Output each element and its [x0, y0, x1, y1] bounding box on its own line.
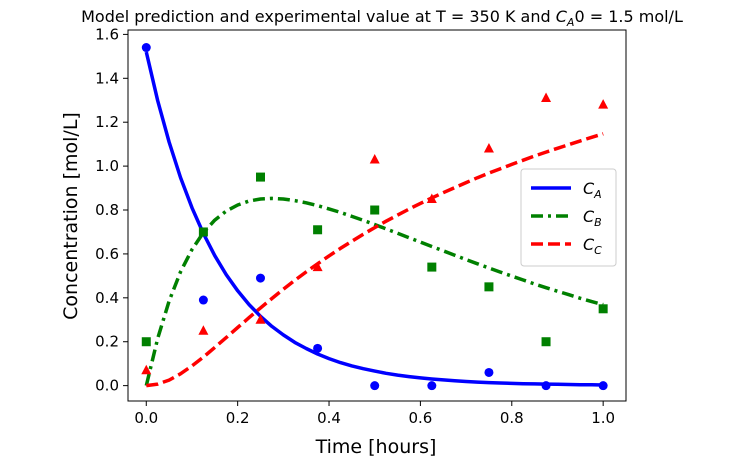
y-tick-label: 1.0: [95, 157, 119, 175]
data-point-cc: [426, 193, 437, 204]
y-tick-label: 0.0: [95, 377, 119, 395]
title-sub: A: [566, 16, 575, 29]
data-point-cb: [255, 172, 265, 182]
data-point-cb: [484, 282, 494, 292]
model-line-cc: [146, 132, 604, 388]
y-tick-label: 0.6: [95, 245, 119, 263]
data-point-cb: [427, 262, 437, 272]
y-axis-ticks: 0.0 0.2 0.4 0.6 0.8 1.0 1.2 1.4 1.6: [95, 25, 128, 395]
data-point-cc: [255, 314, 266, 324]
model-lines: [144, 51, 604, 388]
x-tick-label: 0.6: [408, 409, 432, 427]
legend: CA CB CC: [520, 168, 617, 267]
data-point-cb: [370, 205, 380, 215]
y-tick-label: 1.6: [95, 25, 119, 43]
data-point-cb: [141, 337, 151, 347]
y-tick-label: 1.4: [95, 69, 119, 87]
data-point-cc: [369, 154, 380, 164]
y-tick-label: 0.8: [95, 201, 119, 219]
data-point-ca: [427, 381, 437, 391]
data-point-cc: [483, 143, 494, 153]
data-point-cb: [541, 337, 551, 347]
data-point-ca: [484, 367, 494, 377]
data-point-cc: [141, 364, 152, 375]
data-point-cc: [541, 92, 552, 103]
data-point-cb: [313, 225, 323, 235]
data-point-cc: [598, 99, 609, 109]
data-point-ca: [313, 343, 323, 353]
data-point-ca: [541, 381, 551, 391]
x-tick-label: 1.0: [591, 409, 615, 427]
data-point-cc: [198, 325, 209, 335]
data-point-ca: [255, 273, 265, 283]
data-point-cc: [312, 261, 323, 272]
model-line-ca: [144, 51, 604, 387]
title-suffix: 0 = 1.5 mol/L: [574, 7, 683, 26]
model-line-cb: [144, 196, 604, 387]
x-axis-ticks: 0.0 0.2 0.4 0.6 0.8 1.0: [134, 401, 615, 427]
legend-box: [520, 168, 617, 267]
x-tick-label: 0.2: [226, 409, 250, 427]
title-var: C: [556, 7, 568, 26]
x-tick-label: 0.4: [317, 409, 341, 427]
data-point-ca: [141, 43, 151, 53]
y-axis-label: Concentration [mol/L]: [60, 112, 82, 320]
x-tick-label: 0.0: [134, 409, 158, 427]
data-point-ca: [598, 381, 608, 391]
legend-label-ca: CA: [583, 179, 602, 201]
data-point-cb: [198, 227, 208, 237]
chart-title: Model prediction and experimental value …: [81, 7, 683, 29]
x-axis-label: Time [hours]: [315, 436, 437, 458]
legend-label-cc: CC: [583, 235, 602, 257]
plot-frame: [127, 29, 627, 402]
experimental-markers: [141, 43, 609, 391]
y-tick-label: 0.4: [95, 289, 119, 307]
title-prefix: Model prediction and experimental value …: [81, 7, 556, 26]
data-point-ca: [370, 381, 380, 391]
x-tick-label: 0.8: [500, 409, 524, 427]
data-point-ca: [198, 295, 208, 305]
y-tick-label: 1.2: [95, 113, 119, 131]
legend-label-cb: CB: [583, 207, 602, 229]
y-tick-label: 0.2: [95, 333, 119, 351]
data-point-cb: [598, 304, 608, 314]
